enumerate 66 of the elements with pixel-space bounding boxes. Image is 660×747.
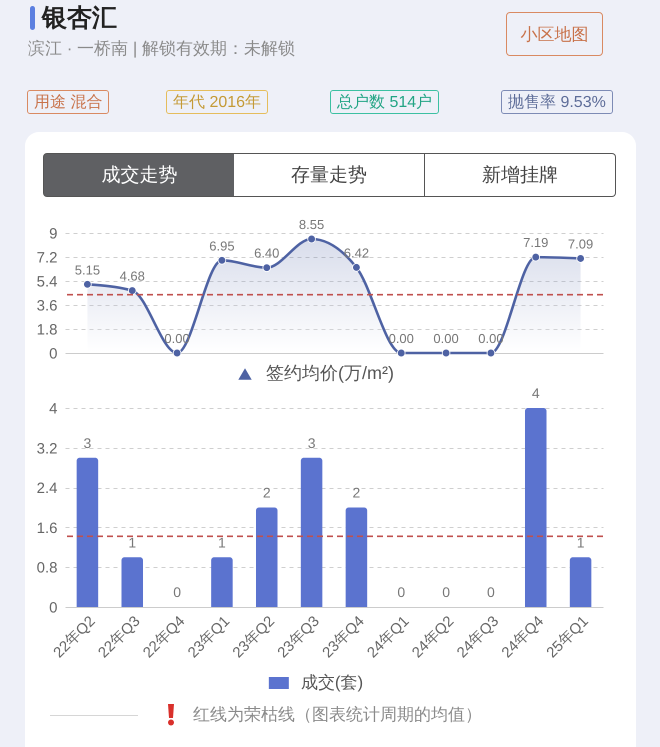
text: 年代 2016年	[166, 90, 268, 114]
data-label: 3	[308, 434, 316, 451]
legend-label: 成交(套)	[300, 673, 364, 692]
point	[218, 256, 226, 265]
point	[307, 234, 316, 244]
y-tick-label: 1.6	[36, 520, 58, 537]
data-label: 6.42	[344, 245, 370, 260]
y-tick-label: 4	[49, 400, 58, 418]
data-label: 4	[532, 385, 540, 401]
data-label: 4.68	[120, 268, 145, 284]
text: 小区地图	[506, 12, 603, 56]
legend-label: 签约均价(万/m²)	[266, 363, 394, 383]
point	[128, 286, 137, 295]
y-tick-label: 9	[49, 226, 58, 242]
data-label: 6.95	[209, 238, 235, 254]
y-tick-label: 3.6	[36, 298, 58, 314]
data-label: 7.09	[568, 236, 594, 252]
data-label: 6.40	[254, 246, 280, 261]
text: 新增挂牌	[425, 153, 616, 197]
bar	[256, 508, 278, 607]
text: 银杏汇	[42, 3, 117, 34]
data-label: 0.00	[433, 331, 459, 346]
data-label: 0.00	[388, 331, 414, 346]
point	[262, 263, 272, 272]
data-label: 5.15	[74, 262, 100, 278]
point	[531, 252, 540, 262]
point	[83, 280, 92, 289]
bar	[346, 508, 368, 607]
y-tick-label: 2.4	[36, 480, 58, 498]
data-label: 7.19	[523, 235, 548, 250]
point	[352, 263, 361, 272]
point	[442, 348, 450, 358]
point	[576, 254, 585, 263]
bar	[524, 408, 547, 607]
bar	[570, 557, 592, 607]
data-label: 0	[397, 584, 406, 600]
point	[172, 348, 182, 358]
point	[396, 348, 406, 358]
y-tick-label: 5.4	[36, 274, 58, 290]
text: 存量走势	[234, 153, 425, 197]
y-tick-label: 1.8	[36, 322, 58, 338]
y-tick-label: 0.8	[36, 560, 58, 577]
data-label: 1	[576, 534, 585, 550]
data-label: 1	[128, 534, 136, 550]
data-label: 1	[218, 534, 226, 550]
text: 红线为荣枯线（图表统计周期的均值）	[193, 704, 482, 726]
data-label: 0	[442, 584, 450, 600]
data-label: 2	[262, 484, 271, 500]
data-label: 8.55	[298, 217, 324, 232]
data-label: 3	[84, 434, 92, 451]
bar	[211, 557, 233, 607]
point	[486, 348, 496, 358]
bar	[76, 458, 98, 607]
data-label: 0	[173, 584, 182, 600]
data-label: 0	[487, 584, 496, 600]
text: 总户数 514户	[330, 90, 440, 114]
text: 滨江 · 一桥南 | 解锁有效期：未解锁	[28, 38, 295, 60]
bar	[121, 557, 144, 607]
data-label: 2	[352, 484, 361, 500]
y-tick-label: 7.2	[36, 250, 58, 266]
text: 用途 混合	[27, 90, 110, 114]
y-tick-label: 3.2	[36, 440, 58, 458]
text: 抛售率 9.53%	[501, 90, 613, 114]
bar	[300, 458, 322, 607]
y-tick-label: 0	[49, 346, 58, 362]
text: 成交走势	[43, 153, 236, 197]
